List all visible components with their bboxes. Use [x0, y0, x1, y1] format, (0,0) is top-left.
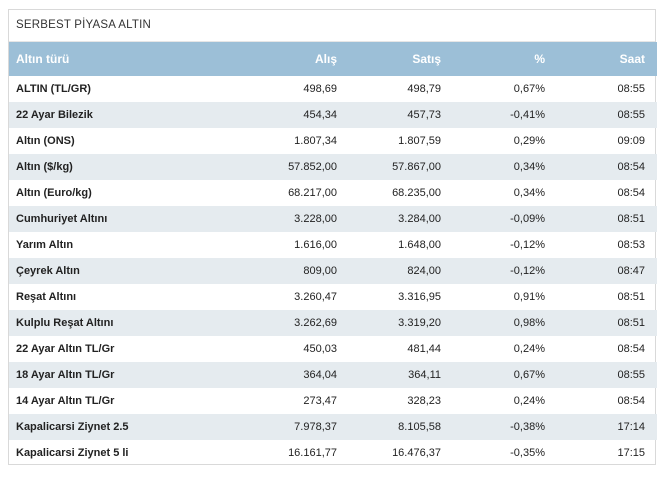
change-percent-cell: -0,38%: [510, 421, 545, 433]
time-cell: 08:54: [617, 161, 645, 173]
change-percent-cell: 0,34%: [513, 187, 545, 199]
time-cell: 08:51: [617, 291, 645, 303]
gold-type-cell: Kulplu Reşat Altını: [16, 317, 114, 329]
table-row[interactable]: Altın (ONS) 1.807,34 1.807,59 0,29% 09:09: [9, 128, 657, 154]
gold-type-cell: Altın (ONS): [16, 135, 75, 147]
header-change-percent[interactable]: %: [534, 52, 545, 66]
gold-type-cell: Altın (Euro/kg): [16, 187, 92, 199]
gold-type-cell: 14 Ayar Altın TL/Gr: [16, 395, 115, 407]
time-cell: 08:54: [617, 343, 645, 355]
change-percent-cell: -0,41%: [510, 109, 545, 121]
header-gold-type[interactable]: Altın türü: [16, 52, 70, 66]
table-header-row: Altın türü Alış Satış % Saat: [9, 42, 657, 76]
buy-price-cell: 364,04: [303, 369, 337, 381]
sell-price-cell: 3.284,00: [398, 213, 441, 225]
time-cell: 08:55: [617, 369, 645, 381]
gold-type-cell: Kapalicarsi Ziynet 5 li: [16, 447, 129, 459]
time-cell: 08:51: [617, 213, 645, 225]
time-cell: 09:09: [617, 135, 645, 147]
time-cell: 08:55: [617, 109, 645, 121]
table-row[interactable]: 22 Ayar Bilezik 454,34 457,73 -0,41% 08:55: [9, 102, 657, 128]
time-cell: 08:51: [617, 317, 645, 329]
panel-title: SERBEST PİYASA ALTIN: [9, 10, 655, 42]
time-cell: 08:47: [617, 265, 645, 277]
sell-price-cell: 1.648,00: [398, 239, 441, 251]
time-cell: 08:55: [617, 83, 645, 95]
time-cell: 08:54: [617, 187, 645, 199]
change-percent-cell: 0,24%: [513, 343, 545, 355]
change-percent-cell: -0,12%: [510, 265, 545, 277]
table-row[interactable]: Yarım Altın 1.616,00 1.648,00 -0,12% 08:53: [9, 232, 657, 258]
sell-price-cell: 68.235,00: [392, 187, 441, 199]
sell-price-cell: 481,44: [407, 343, 441, 355]
sell-price-cell: 3.319,20: [398, 317, 441, 329]
gold-type-cell: 18 Ayar Altın TL/Gr: [16, 369, 115, 381]
sell-price-cell: 57.867,00: [392, 161, 441, 173]
sell-price-cell: 328,23: [407, 395, 441, 407]
header-buy[interactable]: Alış: [314, 52, 337, 66]
sell-price-cell: 3.316,95: [398, 291, 441, 303]
buy-price-cell: 3.260,47: [294, 291, 337, 303]
gold-type-cell: Altın ($/kg): [16, 161, 73, 173]
buy-price-cell: 454,34: [303, 109, 337, 121]
gold-type-cell: ALTIN (TL/GR): [16, 83, 91, 95]
table-row[interactable]: 18 Ayar Altın TL/Gr 364,04 364,11 0,67% 08:5…: [9, 362, 657, 388]
sell-price-cell: 498,79: [407, 83, 441, 95]
table-row[interactable]: Cumhuriyet Altını 3.228,00 3.284,00 -0,09% 0…: [9, 206, 657, 232]
table-row[interactable]: Çeyrek Altın 809,00 824,00 -0,12% 08:47: [9, 258, 657, 284]
gold-type-cell: Yarım Altın: [16, 239, 74, 251]
table-row[interactable]: Kapalicarsi Ziynet 2.5 7.978,37 8.105,58 -0…: [9, 414, 657, 440]
gold-type-cell: Çeyrek Altın: [16, 265, 80, 277]
buy-price-cell: 450,03: [303, 343, 337, 355]
sell-price-cell: 8.105,58: [398, 421, 441, 433]
table-row[interactable]: Kapalicarsi Ziynet 5 li 16.161,77 16.476,3…: [9, 440, 657, 466]
table-row[interactable]: 14 Ayar Altın TL/Gr 273,47 328,23 0,24% 08:5…: [9, 388, 657, 414]
buy-price-cell: 16.161,77: [288, 447, 337, 459]
change-percent-cell: 0,91%: [513, 291, 545, 303]
gold-price-table: Altın türü Alış Satış % Saat ALTIN (TL/G…: [9, 42, 657, 466]
buy-price-cell: 3.228,00: [294, 213, 337, 225]
gold-type-cell: Kapalicarsi Ziynet 2.5: [16, 421, 129, 433]
header-sell[interactable]: Satış: [412, 52, 441, 66]
buy-price-cell: 498,69: [303, 83, 337, 95]
table-row[interactable]: 22 Ayar Altın TL/Gr 450,03 481,44 0,24% 08:5…: [9, 336, 657, 362]
time-cell: 17:14: [617, 421, 645, 433]
change-percent-cell: 0,24%: [513, 395, 545, 407]
buy-price-cell: 273,47: [303, 395, 337, 407]
buy-price-cell: 809,00: [303, 265, 337, 277]
change-percent-cell: -0,35%: [510, 447, 545, 459]
buy-price-cell: 1.807,34: [294, 135, 337, 147]
table-row[interactable]: Reşat Altını 3.260,47 3.316,95 0,91% 08:51: [9, 284, 657, 310]
table-row[interactable]: Kulplu Reşat Altını 3.262,69 3.319,20 0,98%…: [9, 310, 657, 336]
sell-price-cell: 1.807,59: [398, 135, 441, 147]
buy-price-cell: 7.978,37: [294, 421, 337, 433]
gold-type-cell: Cumhuriyet Altını: [16, 213, 108, 225]
table-row[interactable]: Altın ($/kg) 57.852,00 57.867,00 0,34% 08:54: [9, 154, 657, 180]
sell-price-cell: 364,11: [408, 369, 441, 381]
change-percent-cell: 0,67%: [513, 369, 545, 381]
table-row[interactable]: ALTIN (TL/GR) 498,69 498,79 0,67% 08:55: [9, 76, 657, 102]
gold-type-cell: 22 Ayar Altın TL/Gr: [16, 343, 115, 355]
time-cell: 08:53: [617, 239, 645, 251]
change-percent-cell: 0,98%: [513, 317, 545, 329]
gold-type-cell: Reşat Altını: [16, 291, 77, 303]
sell-price-cell: 457,73: [407, 109, 441, 121]
buy-price-cell: 1.616,00: [294, 239, 337, 251]
change-percent-cell: 0,67%: [513, 83, 545, 95]
time-cell: 17:15: [617, 447, 645, 459]
time-cell: 08:54: [617, 395, 645, 407]
buy-price-cell: 3.262,69: [294, 317, 337, 329]
change-percent-cell: 0,34%: [513, 161, 545, 173]
change-percent-cell: -0,09%: [510, 213, 545, 225]
buy-price-cell: 68.217,00: [288, 187, 337, 199]
change-percent-cell: 0,29%: [513, 135, 545, 147]
gold-type-cell: 22 Ayar Bilezik: [16, 109, 93, 121]
gold-price-panel: SERBEST PİYASA ALTIN Altın türü Alış Sat…: [8, 9, 657, 466]
table-row[interactable]: Altın (Euro/kg) 68.217,00 68.235,00 0,34% 08…: [9, 180, 657, 206]
sell-price-cell: 824,00: [407, 265, 441, 277]
header-time[interactable]: Saat: [619, 52, 645, 66]
sell-price-cell: 16.476,37: [392, 447, 441, 459]
buy-price-cell: 57.852,00: [288, 161, 337, 173]
change-percent-cell: -0,12%: [510, 239, 545, 251]
